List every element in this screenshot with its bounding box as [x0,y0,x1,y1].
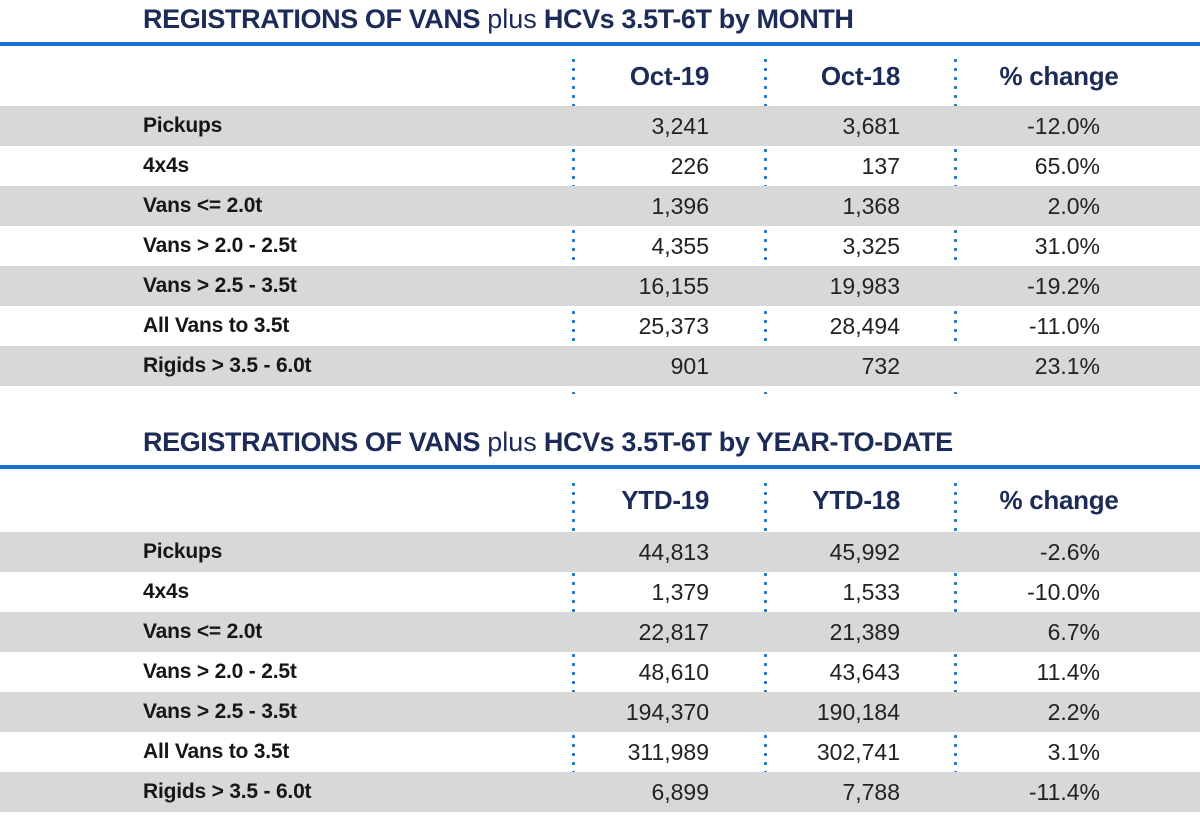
table-row: 4x4s 226 137 65.0% [0,146,1200,186]
table-row: Vans > 2.5 - 3.5t 194,370 190,184 2.2% [0,692,1200,732]
table2-title: REGISTRATIONS OF VANS plus HCVs 3.5T-6T … [143,427,953,458]
table2-header-pct-change: % change [999,485,1119,515]
value-col2: 3,325 [842,232,900,259]
value-col1: 1,396 [651,192,709,219]
table1-header-row: Oct-19 Oct-18 % change [0,46,1200,106]
value-col2: 190,184 [816,698,900,725]
row-label: Vans > 2.5 - 3.5t [143,700,297,723]
row-label: Vans <= 2.0t [143,194,263,217]
row-label: Pickups [143,540,223,563]
table-row: Pickups 44,813 45,992 -2.6% [0,532,1200,572]
value-pct-change: 11.4% [1036,658,1100,685]
table1-header-pct-change: % change [999,60,1119,91]
table1-title-bold1: REGISTRATIONS OF VANS [143,4,481,34]
value-col2: 302,741 [816,738,900,765]
table-row: Rigids > 3.5 - 6.0t 6,899 7,788 -11.4% [0,772,1200,812]
value-col1: 4,355 [651,232,709,259]
table1-title-light: plus [487,4,537,34]
row-label: 4x4s [143,154,189,177]
value-col1: 3,241 [651,112,709,139]
row-label: Vans <= 2.0t [143,620,263,643]
row-label: 4x4s [143,580,189,603]
value-pct-change: -2.6% [1039,538,1100,565]
value-col1: 22,817 [638,618,709,645]
value-col1: 311,989 [627,738,709,765]
value-col1: 25,373 [638,312,709,339]
table1-title: REGISTRATIONS OF VANS plus HCVs 3.5T-6T … [143,4,854,35]
table-row: Vans > 2.0 - 2.5t 48,610 43,643 11.4% [0,652,1200,692]
table-row: Vans > 2.0 - 2.5t 4,355 3,325 31.0% [0,226,1200,266]
row-label: Vans > 2.0 - 2.5t [143,660,297,683]
value-col2: 732 [861,352,900,379]
table2-title-bold2: HCVs 3.5T-6T by YEAR-TO-DATE [543,427,953,457]
value-col2: 1,368 [842,192,900,219]
value-col1: 16,155 [638,272,709,299]
value-col1: 226 [670,152,709,179]
value-pct-change: 6.7% [1047,618,1100,645]
value-pct-change: 2.0% [1047,192,1100,219]
value-col1: 48,610 [638,658,709,685]
row-label: Rigids > 3.5 - 6.0t [143,354,312,377]
table-row: Pickups 3,241 3,681 -12.0% [0,106,1200,146]
value-pct-change: 3.1% [1047,738,1100,765]
table2-header-col1: YTD-19 [621,485,709,515]
value-pct-change: -11.4% [1028,778,1100,805]
table2-header-row: YTD-19 YTD-18 % change [0,469,1200,532]
row-label: Pickups [143,114,223,137]
row-label: Vans > 2.5 - 3.5t [143,274,297,297]
value-pct-change: -19.2% [1027,272,1100,299]
table2-title-light: plus [487,427,537,457]
table-row: Rigids > 3.5 - 6.0t 901 732 23.1% [0,346,1200,386]
value-col2: 7,788 [842,778,900,805]
table-row: All Vans to 3.5t 25,373 28,494 -11.0% [0,306,1200,346]
table2-body: Pickups 44,813 45,992 -2.6% 4x4s 1,379 1… [0,532,1200,812]
table2-header-col2: YTD-18 [812,485,900,515]
value-col1: 1,379 [651,578,709,605]
value-pct-change: -12.0% [1027,112,1100,139]
value-pct-change: 2.2% [1047,698,1100,725]
row-label: Vans > 2.0 - 2.5t [143,234,297,257]
value-col2: 137 [861,152,900,179]
row-label: All Vans to 3.5t [143,740,290,763]
table1-body: Pickups 3,241 3,681 -12.0% 4x4s 226 137 … [0,106,1200,386]
value-col2: 28,494 [829,312,900,339]
value-pct-change: 65.0% [1034,152,1100,179]
table2-divider-rule [0,465,1200,469]
table1-divider-rule [0,42,1200,46]
table2-title-bold1: REGISTRATIONS OF VANS [143,427,481,457]
row-label: All Vans to 3.5t [143,314,290,337]
value-col2: 19,983 [829,272,900,299]
value-col2: 1,533 [842,578,900,605]
value-col1: 6,899 [651,778,709,805]
table1-header-col1: Oct-19 [629,60,709,91]
value-col2: 21,389 [829,618,900,645]
value-col2: 43,643 [829,658,900,685]
value-col1: 901 [670,352,709,379]
table-row: All Vans to 3.5t 311,989 302,741 3.1% [0,732,1200,772]
table-row: 4x4s 1,379 1,533 -10.0% [0,572,1200,612]
value-col1: 44,813 [638,538,709,565]
table-row: Vans > 2.5 - 3.5t 16,155 19,983 -19.2% [0,266,1200,306]
value-col2: 3,681 [842,112,900,139]
row-label: Rigids > 3.5 - 6.0t [143,780,312,803]
value-pct-change: 31.0% [1034,232,1100,259]
value-pct-change: -11.0% [1028,312,1100,339]
value-col1: 194,370 [625,698,709,725]
value-pct-change: -10.0% [1027,578,1100,605]
table1-title-bold2: HCVs 3.5T-6T by MONTH [543,4,854,34]
table-row: Vans <= 2.0t 22,817 21,389 6.7% [0,612,1200,652]
table1-header-col2: Oct-18 [820,60,900,91]
value-col2: 45,992 [829,538,900,565]
value-pct-change: 23.1% [1034,352,1100,379]
table-row: Vans <= 2.0t 1,396 1,368 2.0% [0,186,1200,226]
